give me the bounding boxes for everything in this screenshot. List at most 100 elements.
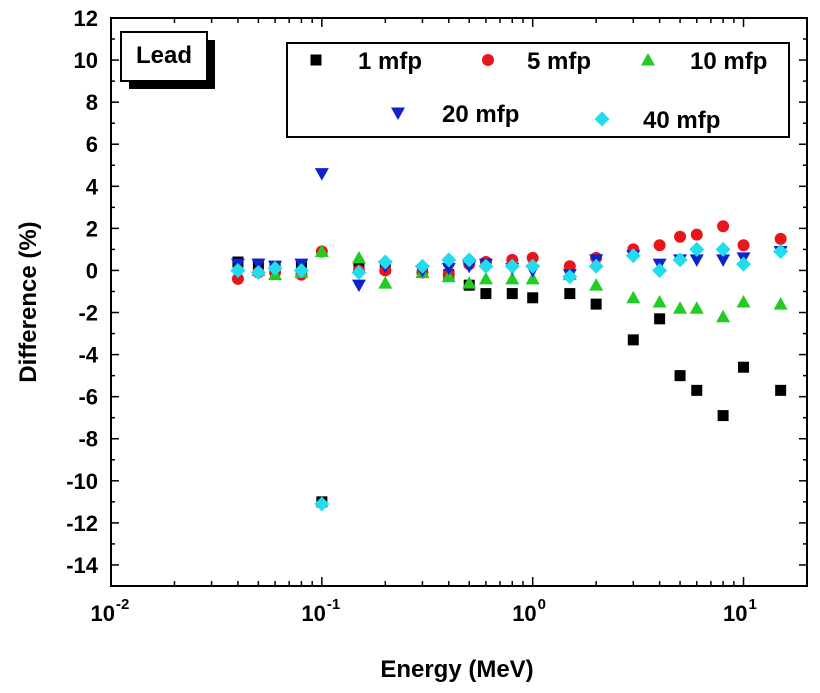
- data-point: [506, 288, 518, 300]
- data-point: [736, 295, 751, 308]
- plot-area-frame: [110, 17, 808, 587]
- legend-marker: [594, 111, 610, 127]
- data-point: [589, 278, 604, 291]
- data-point: [653, 239, 666, 252]
- lead-annotation-frame: [120, 31, 208, 82]
- data-point: [689, 241, 705, 257]
- data-point: [626, 290, 641, 304]
- data-point: [773, 297, 788, 310]
- legend-marker: [310, 54, 322, 66]
- x-axis-ticks: [110, 18, 808, 586]
- data-point: [674, 230, 687, 243]
- data-point: [377, 254, 393, 270]
- data-point: [590, 298, 602, 310]
- data-point: [378, 276, 393, 289]
- data-point: [314, 168, 329, 181]
- data-point: [654, 313, 666, 325]
- data-point: [738, 361, 750, 373]
- x-tick-label-base: 10: [723, 601, 747, 626]
- data-point: [736, 256, 752, 272]
- x-tick-label-base: 10: [91, 601, 115, 626]
- data-point: [564, 288, 576, 300]
- data-point: [673, 301, 688, 314]
- data-point: [737, 239, 750, 252]
- data-point: [441, 262, 456, 276]
- y-tick-label: 4: [86, 174, 99, 199]
- x-tick-label: 10 -2: [91, 596, 130, 626]
- data-point: [773, 244, 789, 260]
- data-point: [627, 334, 639, 346]
- y-tick-label: 10: [74, 48, 98, 73]
- data-point: [230, 262, 246, 278]
- data-point: [251, 258, 266, 272]
- data-point: [351, 265, 367, 281]
- x-tick-label-exponent: 1: [749, 596, 757, 613]
- data-point: [674, 370, 686, 382]
- y-tick-label: 8: [86, 90, 98, 115]
- legend-frame: [286, 42, 790, 138]
- data-point: [525, 258, 541, 274]
- data-point: [775, 384, 787, 396]
- data-point: [691, 384, 703, 396]
- data-point: [717, 220, 730, 233]
- x-axis-title: Energy (MeV): [380, 656, 533, 683]
- x-axis-tick-labels: 10 -2 10 -1 10 0 10 1: [91, 596, 757, 626]
- legend-label: 1 mfp: [358, 48, 422, 75]
- x-tick-label-exponent: -2: [116, 596, 129, 613]
- legend-label: 40 mfp: [643, 107, 720, 134]
- data-point: [293, 262, 309, 278]
- y-axis-ticks: [111, 17, 807, 587]
- y-tick-label: 6: [86, 132, 98, 157]
- data-point: [562, 269, 578, 285]
- x-tick-label: 10 0: [512, 596, 546, 626]
- data-point: [250, 265, 266, 281]
- legend-item: 10 mfp: [641, 48, 767, 75]
- data-point: [314, 496, 330, 512]
- data-point: [525, 271, 540, 285]
- data-point: [351, 279, 366, 293]
- data-point: [652, 262, 668, 278]
- legend: 1 mfp 5 mfp 10 mfp 20 mfp 40 mfp: [286, 42, 790, 138]
- data-point: [689, 254, 704, 267]
- x-tick-label-exponent: -1: [327, 596, 340, 613]
- data-point: [715, 241, 731, 257]
- data-point: [480, 288, 492, 300]
- lead-annotation-label: Lead: [136, 42, 192, 69]
- legend-item: 40 mfp: [594, 107, 720, 134]
- y-tick-label: -2: [78, 301, 98, 326]
- legend-marker: [482, 54, 494, 66]
- y-axis-title: Difference (%): [15, 221, 42, 382]
- legend-item: 1 mfp: [310, 48, 422, 75]
- y-tick-label: -8: [78, 427, 98, 452]
- x-tick-label: 10 -1: [301, 596, 340, 626]
- data-point: [652, 295, 667, 308]
- data-point: [774, 232, 787, 245]
- data-point: [231, 272, 244, 285]
- legend-item: 5 mfp: [482, 48, 591, 75]
- data-point: [505, 271, 520, 285]
- data-point: [689, 301, 704, 314]
- data-point: [461, 252, 477, 268]
- data-point: [478, 271, 493, 285]
- y-axis-tick-labels: 12 10 8 6 4 2 0 -2 -4 -6 -8 -10 -12 -14: [66, 6, 99, 578]
- lead-annotation-box: Lead: [120, 31, 215, 89]
- data-point: [314, 244, 329, 258]
- legend-marker: [391, 107, 405, 120]
- data-point: [504, 258, 520, 274]
- y-tick-label: 12: [74, 6, 98, 31]
- legend-item: 20 mfp: [391, 101, 519, 128]
- legend-marker: [641, 53, 655, 66]
- legend-label: 10 mfp: [690, 48, 767, 75]
- legend-label: 20 mfp: [442, 101, 519, 128]
- data-point: [717, 410, 729, 422]
- data-point: [267, 260, 283, 276]
- x-tick-label-base: 10: [512, 601, 536, 626]
- y-tick-label: 0: [86, 258, 98, 283]
- data-point: [690, 228, 703, 241]
- data-point: [462, 276, 477, 289]
- data-point: [441, 252, 457, 268]
- data-point: [478, 258, 494, 274]
- legend-label: 5 mfp: [527, 48, 591, 75]
- data-point: [672, 252, 688, 268]
